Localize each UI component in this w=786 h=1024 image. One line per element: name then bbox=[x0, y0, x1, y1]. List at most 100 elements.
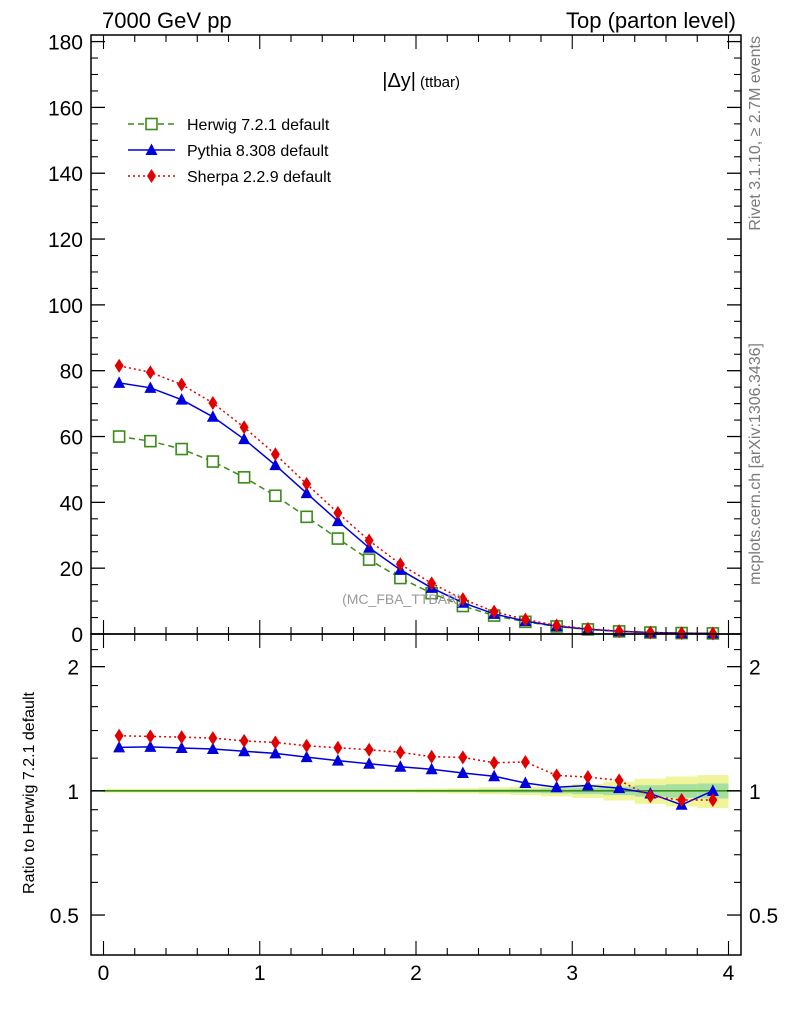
ratio-ytick-label-right: 1 bbox=[749, 781, 761, 804]
main-point-pythia bbox=[238, 432, 251, 445]
ratio-point-pythia bbox=[456, 766, 469, 778]
plot-title-main: |Δy| bbox=[382, 70, 416, 92]
main-ytick-label: 80 bbox=[60, 361, 83, 384]
ratio-point-pythia bbox=[238, 744, 251, 757]
main-point-herwig bbox=[331, 532, 345, 545]
main-point-sherpa bbox=[333, 505, 343, 520]
ratio-point-pythia bbox=[175, 741, 188, 754]
ratio-point-sherpa bbox=[489, 755, 499, 770]
ratio-point-sherpa bbox=[583, 770, 593, 785]
main-point-sherpa bbox=[302, 476, 312, 491]
legend-marker bbox=[145, 117, 158, 131]
legend-label: Sherpa 2.2.9 default bbox=[187, 169, 332, 186]
ratio-point-pythia bbox=[300, 750, 313, 763]
main-series-group bbox=[112, 358, 720, 641]
main-ytick-label: 20 bbox=[60, 558, 83, 581]
legend-label: Herwig 7.2.1 default bbox=[187, 117, 330, 134]
legend-label: Pythia 8.308 default bbox=[187, 143, 329, 160]
legend-item-herwig: Herwig 7.2.1 default bbox=[128, 117, 330, 134]
ratio-point-sherpa bbox=[302, 738, 312, 753]
ratio-point-sherpa bbox=[708, 793, 718, 808]
ratio-point-pythia bbox=[331, 754, 344, 766]
ratio-point-pythia bbox=[206, 742, 219, 755]
main-line-sherpa bbox=[118, 365, 713, 635]
ratio-point-sherpa bbox=[145, 729, 155, 744]
ratio-point-sherpa bbox=[520, 754, 530, 769]
ratio-point-pythia bbox=[581, 779, 594, 791]
ratio-ytick-label: 2 bbox=[67, 657, 79, 680]
main-point-sherpa bbox=[677, 626, 687, 641]
ratio-point-sherpa bbox=[614, 773, 624, 788]
ratio-axis-ticks bbox=[91, 634, 741, 955]
ratio-point-sherpa bbox=[677, 793, 687, 808]
main-ytick-label: 0 bbox=[71, 624, 83, 647]
ratio-xtick-label: 3 bbox=[566, 962, 578, 985]
ratio-point-sherpa bbox=[270, 735, 280, 750]
main-point-pythia bbox=[113, 376, 126, 388]
main-point-sherpa bbox=[114, 358, 124, 373]
ratio-point-sherpa bbox=[552, 768, 562, 783]
main-point-sherpa bbox=[208, 395, 218, 410]
main-point-sherpa bbox=[395, 557, 405, 572]
ratio-point-sherpa bbox=[395, 745, 405, 760]
main-point-herwig bbox=[237, 471, 251, 484]
ratio-point-pythia bbox=[144, 740, 157, 752]
main-point-herwig bbox=[206, 455, 220, 468]
legend-item-sherpa: Sherpa 2.2.9 default bbox=[128, 169, 332, 186]
ratio-tick-labels: 0 1 2 3 4 0.5 0.5 1 1 2 2 bbox=[50, 657, 778, 985]
legend-marker bbox=[145, 143, 158, 155]
main-ytick-label: 40 bbox=[60, 492, 83, 515]
ratio-xtick-label: 2 bbox=[410, 962, 422, 985]
main-axis-ticks bbox=[91, 35, 741, 635]
main-point-herwig bbox=[112, 430, 126, 443]
ratio-point-pythia bbox=[550, 780, 563, 793]
plot-title: |Δy| bbox=[382, 70, 416, 92]
main-point-sherpa bbox=[552, 618, 562, 633]
ratio-point-pythia bbox=[394, 760, 407, 772]
ratio-xtick-label: 1 bbox=[254, 962, 266, 985]
ratio-ytick-label: 0.5 bbox=[50, 905, 79, 928]
ratio-ytick-label: 1 bbox=[67, 781, 79, 804]
ratio-point-pythia bbox=[613, 781, 626, 794]
main-point-pythia bbox=[144, 381, 157, 393]
header-observable-label: Top (parton level) bbox=[566, 8, 736, 33]
ratio-point-sherpa bbox=[114, 728, 124, 743]
ratio-point-sherpa bbox=[177, 730, 187, 745]
main-point-herwig bbox=[269, 489, 282, 503]
main-point-herwig bbox=[362, 553, 376, 566]
main-point-sherpa bbox=[239, 420, 249, 435]
ratio-point-pythia bbox=[519, 776, 532, 788]
main-point-sherpa bbox=[583, 621, 593, 636]
ratio-point-pythia bbox=[269, 746, 282, 759]
main-point-sherpa bbox=[520, 612, 530, 627]
ratio-ytick-label-right: 0.5 bbox=[749, 905, 778, 928]
ratio-point-sherpa bbox=[239, 733, 249, 748]
ratio-point-sherpa bbox=[208, 731, 218, 746]
main-point-sherpa bbox=[427, 576, 437, 591]
header-energy-label: 7000 GeV pp bbox=[102, 8, 232, 33]
rivet-version-label: Rivet 3.1.10, ≥ 2.7M events bbox=[747, 36, 764, 231]
main-point-sherpa bbox=[645, 625, 655, 640]
ratio-series-pythia bbox=[113, 740, 719, 810]
main-point-pythia bbox=[300, 486, 313, 499]
ratio-point-pythia bbox=[425, 762, 438, 775]
main-point-pythia bbox=[175, 393, 188, 405]
main-point-pythia bbox=[269, 458, 282, 471]
ratio-point-pythia bbox=[706, 784, 719, 796]
ratio-point-pythia bbox=[113, 740, 126, 753]
ratio-point-sherpa bbox=[364, 742, 374, 757]
ratio-ytick-label-right: 2 bbox=[749, 657, 761, 680]
ratio-point-sherpa bbox=[458, 750, 468, 765]
main-ytick-label: 60 bbox=[60, 427, 83, 450]
ratio-point-pythia bbox=[488, 769, 501, 782]
main-ytick-labels: 0 20 40 60 80 100 120 140 160 180 bbox=[48, 32, 83, 647]
main-point-pythia bbox=[206, 410, 219, 422]
ratio-plot-panel: 0 1 2 3 4 0.5 0.5 1 1 2 2 bbox=[50, 633, 778, 985]
ratio-xtick-label: 4 bbox=[723, 962, 735, 985]
main-point-sherpa bbox=[489, 604, 499, 619]
ratio-xtick-label: 0 bbox=[98, 962, 110, 985]
main-ytick-label: 140 bbox=[48, 163, 83, 186]
main-ytick-label: 160 bbox=[48, 97, 83, 120]
ratio-point-sherpa bbox=[645, 789, 655, 804]
